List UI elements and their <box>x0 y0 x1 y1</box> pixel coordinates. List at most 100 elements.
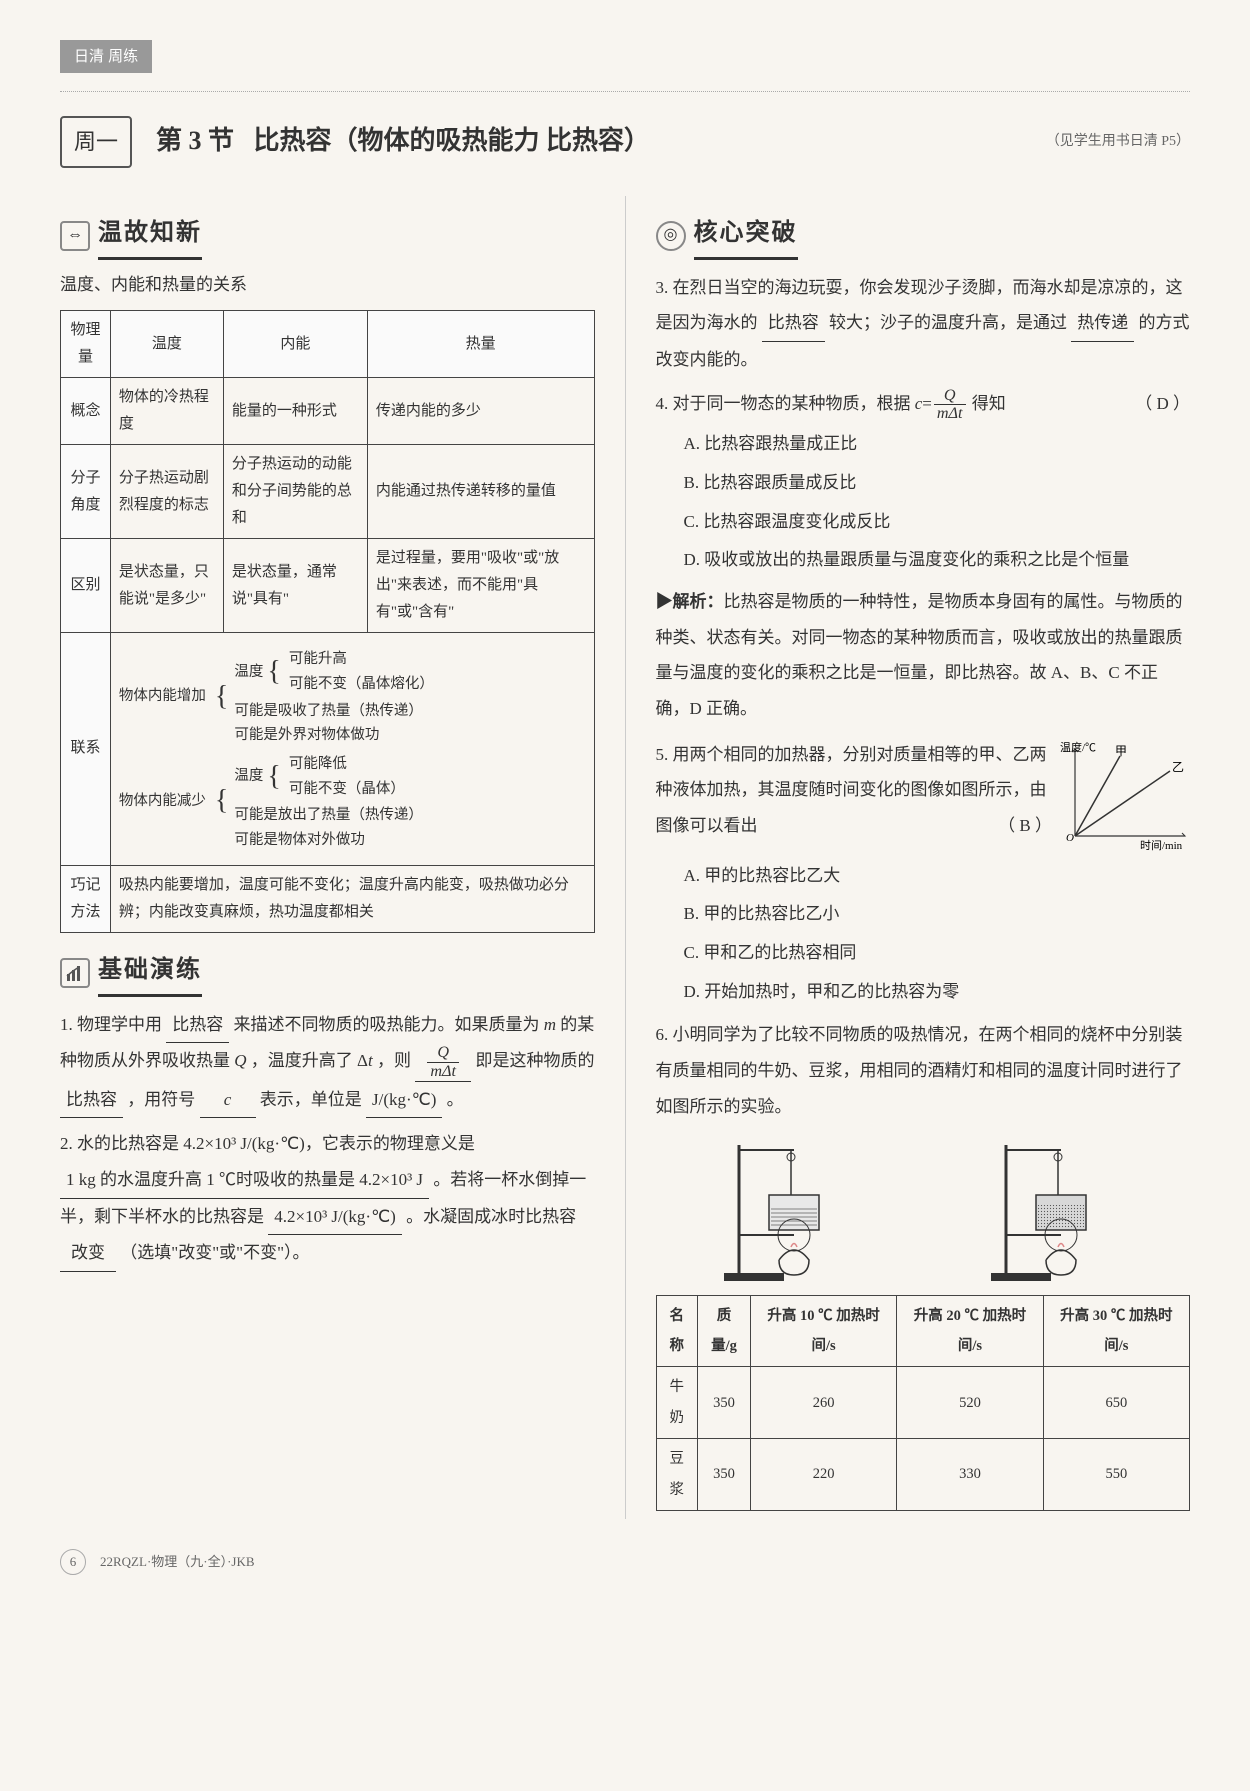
page-reference: （见学生用书日清 P5） <box>1046 129 1190 154</box>
table-cell: 豆浆 <box>656 1439 698 1511</box>
table-header: 内能 <box>223 311 367 378</box>
q-text: ，用符号 <box>127 1090 195 1109</box>
choice-d: D. 吸收或放出的热量跟质量与温度变化的乘积之比是个恒量 <box>684 542 1191 578</box>
arrow-icon: ⇔ <box>60 221 90 251</box>
q-text: 来描述不同物质的吸热能力。如果质量为 <box>234 1015 544 1034</box>
frac-num: Q <box>934 387 966 406</box>
section-number: 第 3 节 <box>156 126 234 155</box>
q-text: 得知 <box>972 394 1006 413</box>
frac-den: mΔt <box>934 405 966 423</box>
table-cell: 是状态量，只能说"是多少" <box>110 539 223 633</box>
blank: 比热容 <box>60 1082 123 1119</box>
table-header: 物理量 <box>61 311 111 378</box>
analysis: ▶解析：比热容是物质的一种特性，是物质本身固有的属性。与物质的种类、状态有关。对… <box>656 584 1191 727</box>
section-title: 第 3 节 比热容（物体的吸热能力 比热容） <box>156 118 1022 165</box>
table-cell: 内能通过热传递转移的量值 <box>367 445 594 539</box>
table-cell: 330 <box>897 1439 1043 1511</box>
q-text: 较大；沙子的温度升高，是通过 <box>829 313 1067 332</box>
table-header: 温度 <box>110 311 223 378</box>
answer: （ D ） <box>1135 386 1190 422</box>
blank: c <box>200 1082 256 1119</box>
analysis-text: 比热容是物质的一种特性，是物质本身固有的属性。与物质的种类、状态有关。对同一物态… <box>656 592 1183 718</box>
table-row-header: 概念 <box>61 378 111 445</box>
divider <box>60 91 1190 92</box>
blank: J/(kg·℃) <box>366 1082 442 1119</box>
chart-ylabel: 温度/℃ <box>1060 741 1096 754</box>
table-header: 升高 30 ℃ 加热时间/s <box>1043 1295 1189 1367</box>
apparatus-icon <box>986 1135 1126 1285</box>
table-row-header: 巧记方法 <box>61 865 111 932</box>
header-tag: 日清 周练 <box>60 40 152 73</box>
table-cell: 550 <box>1043 1439 1189 1511</box>
eq: = <box>922 394 932 413</box>
column-divider <box>625 196 626 1520</box>
brace-icon: { <box>267 658 280 686</box>
page-footer: 6 22RQZL·物理（九·全）·JKB <box>60 1549 1190 1575</box>
table-row-header: 区别 <box>61 539 111 633</box>
var: m <box>544 1015 556 1034</box>
section-header-review: ⇔ 温故知新 <box>60 212 595 260</box>
q-text: 2. 水的比热容是 4.2×10³ J/(kg·℃)，它表示的物理意义是 <box>60 1134 475 1153</box>
table-cell: 传递内能的多少 <box>367 378 594 445</box>
chart-label-line2: 乙 <box>1172 760 1184 774</box>
question-3: 3. 在烈日当空的海边玩耍，你会发现沙子烫脚，而海水却是凉凉的，这是因为海水的 … <box>656 270 1191 378</box>
q-text: ，则 <box>377 1051 411 1070</box>
table-header: 质量/g <box>698 1295 751 1367</box>
brace-item: 可能不变（晶体） <box>287 777 405 802</box>
question-6: 6. 小明同学为了比较不同物质的吸热情况，在两个相同的烧杯中分别装有质量相同的牛… <box>656 1017 1191 1511</box>
question-5: 甲 乙 温度/℃ 时间/min O 5. 用两个相同的加热器，分别对质量相等的甲… <box>656 737 1191 1010</box>
table-cell: 220 <box>750 1439 896 1511</box>
brace-item: 可能是放出了热量（热传递） <box>232 803 585 828</box>
table-cell-brace: 物体内能增加 { 温度 { 可能升高 可能不变（晶体熔化） <box>110 633 594 865</box>
brace-item: 可能升高 <box>287 647 434 672</box>
page-number: 6 <box>60 1549 86 1575</box>
footer-code: 22RQZL·物理（九·全）·JKB <box>100 1550 255 1573</box>
brace-icon: { <box>267 763 280 791</box>
chart-label-line1: 甲 <box>1115 744 1127 758</box>
temperature-time-chart: 甲 乙 温度/℃ 时间/min O <box>1060 741 1190 851</box>
brace-item: 可能是物体对外做功 <box>232 828 585 853</box>
choice-a: A. 比热容跟热量成正比 <box>684 426 1191 462</box>
choice-c: C. 比热容跟温度变化成反比 <box>684 504 1191 540</box>
q-text: 。 <box>447 1090 464 1109</box>
title-row: 周一 第 3 节 比热容（物体的吸热能力 比热容） （见学生用书日清 P5） <box>60 116 1190 168</box>
blank: 比热容 <box>762 305 825 342</box>
choice-b: B. 比热容跟质量成反比 <box>684 465 1191 501</box>
table-cell: 650 <box>1043 1367 1189 1439</box>
table-cell: 物体的冷热程度 <box>110 378 223 445</box>
table-cell: 吸热内能要增加，温度可能不变化；温度升高内能变，吸热做功必分辨；内能改变真麻烦，… <box>110 865 594 932</box>
frac-den: mΔt <box>427 1063 459 1081</box>
q-text: 即是这种物质的 <box>475 1051 594 1070</box>
brace-item: 可能是吸收了热量（热传递） <box>232 699 585 724</box>
table-header: 名称 <box>656 1295 698 1367</box>
left-column: ⇔ 温故知新 温度、内能和热量的关系 物理量 温度 内能 热量 概念 物体的冷热… <box>60 196 595 1520</box>
q-text: 6. 小明同学为了比较不同物质的吸热情况，在两个相同的烧杯中分别装有质量相同的牛… <box>656 1025 1183 1115</box>
blank: 1 kg 的水温度升高 1 ℃时吸收的热量是 4.2×10³ J <box>60 1162 429 1199</box>
table-cell: 520 <box>897 1367 1043 1439</box>
q-text: 表示，单位是 <box>260 1090 362 1109</box>
q-text: ，温度升高了 Δ <box>251 1051 368 1070</box>
question-4: 4. 对于同一物态的某种物质，根据 c=QmΔt 得知 （ D ） A. 比热容… <box>656 386 1191 727</box>
data-table: 名称 质量/g 升高 10 ℃ 加热时间/s 升高 20 ℃ 加热时间/s 升高… <box>656 1295 1191 1512</box>
table-cell: 260 <box>750 1367 896 1439</box>
brace-icon: { <box>215 683 228 711</box>
q-text: 5. 用两个相同的加热器，分别对质量相等的甲、乙两种液体加热，其温度随时间变化的… <box>656 745 1047 835</box>
brace-lead: 物体内能减少 <box>119 789 211 814</box>
table-row-header: 联系 <box>61 633 111 865</box>
section-header-core: ◎ 核心突破 <box>656 212 1191 260</box>
chart-origin: O <box>1066 832 1074 844</box>
table-cell: 分子热运动的动能和分子间势能的总和 <box>223 445 367 539</box>
brace-item: 可能不变（晶体熔化） <box>287 672 434 697</box>
table-title: 温度、内能和热量的关系 <box>60 270 595 301</box>
knowledge-table: 物理量 温度 内能 热量 概念 物体的冷热程度 能量的一种形式 传递内能的多少 … <box>60 310 595 932</box>
right-column: ◎ 核心突破 3. 在烈日当空的海边玩耍，你会发现沙子烫脚，而海水却是凉凉的，这… <box>656 196 1191 1520</box>
table-cell: 能量的一种形式 <box>223 378 367 445</box>
chart-icon <box>60 958 90 988</box>
target-icon: ◎ <box>656 221 686 251</box>
table-header: 升高 10 ℃ 加热时间/s <box>750 1295 896 1367</box>
answer: （ B ） <box>998 808 1052 844</box>
analysis-label: ▶解析： <box>656 592 724 611</box>
blank: 4.2×10³ J/(kg·℃) <box>268 1199 402 1236</box>
table-header: 热量 <box>367 311 594 378</box>
choice-a: A. 甲的比热容比乙大 <box>684 858 1191 894</box>
